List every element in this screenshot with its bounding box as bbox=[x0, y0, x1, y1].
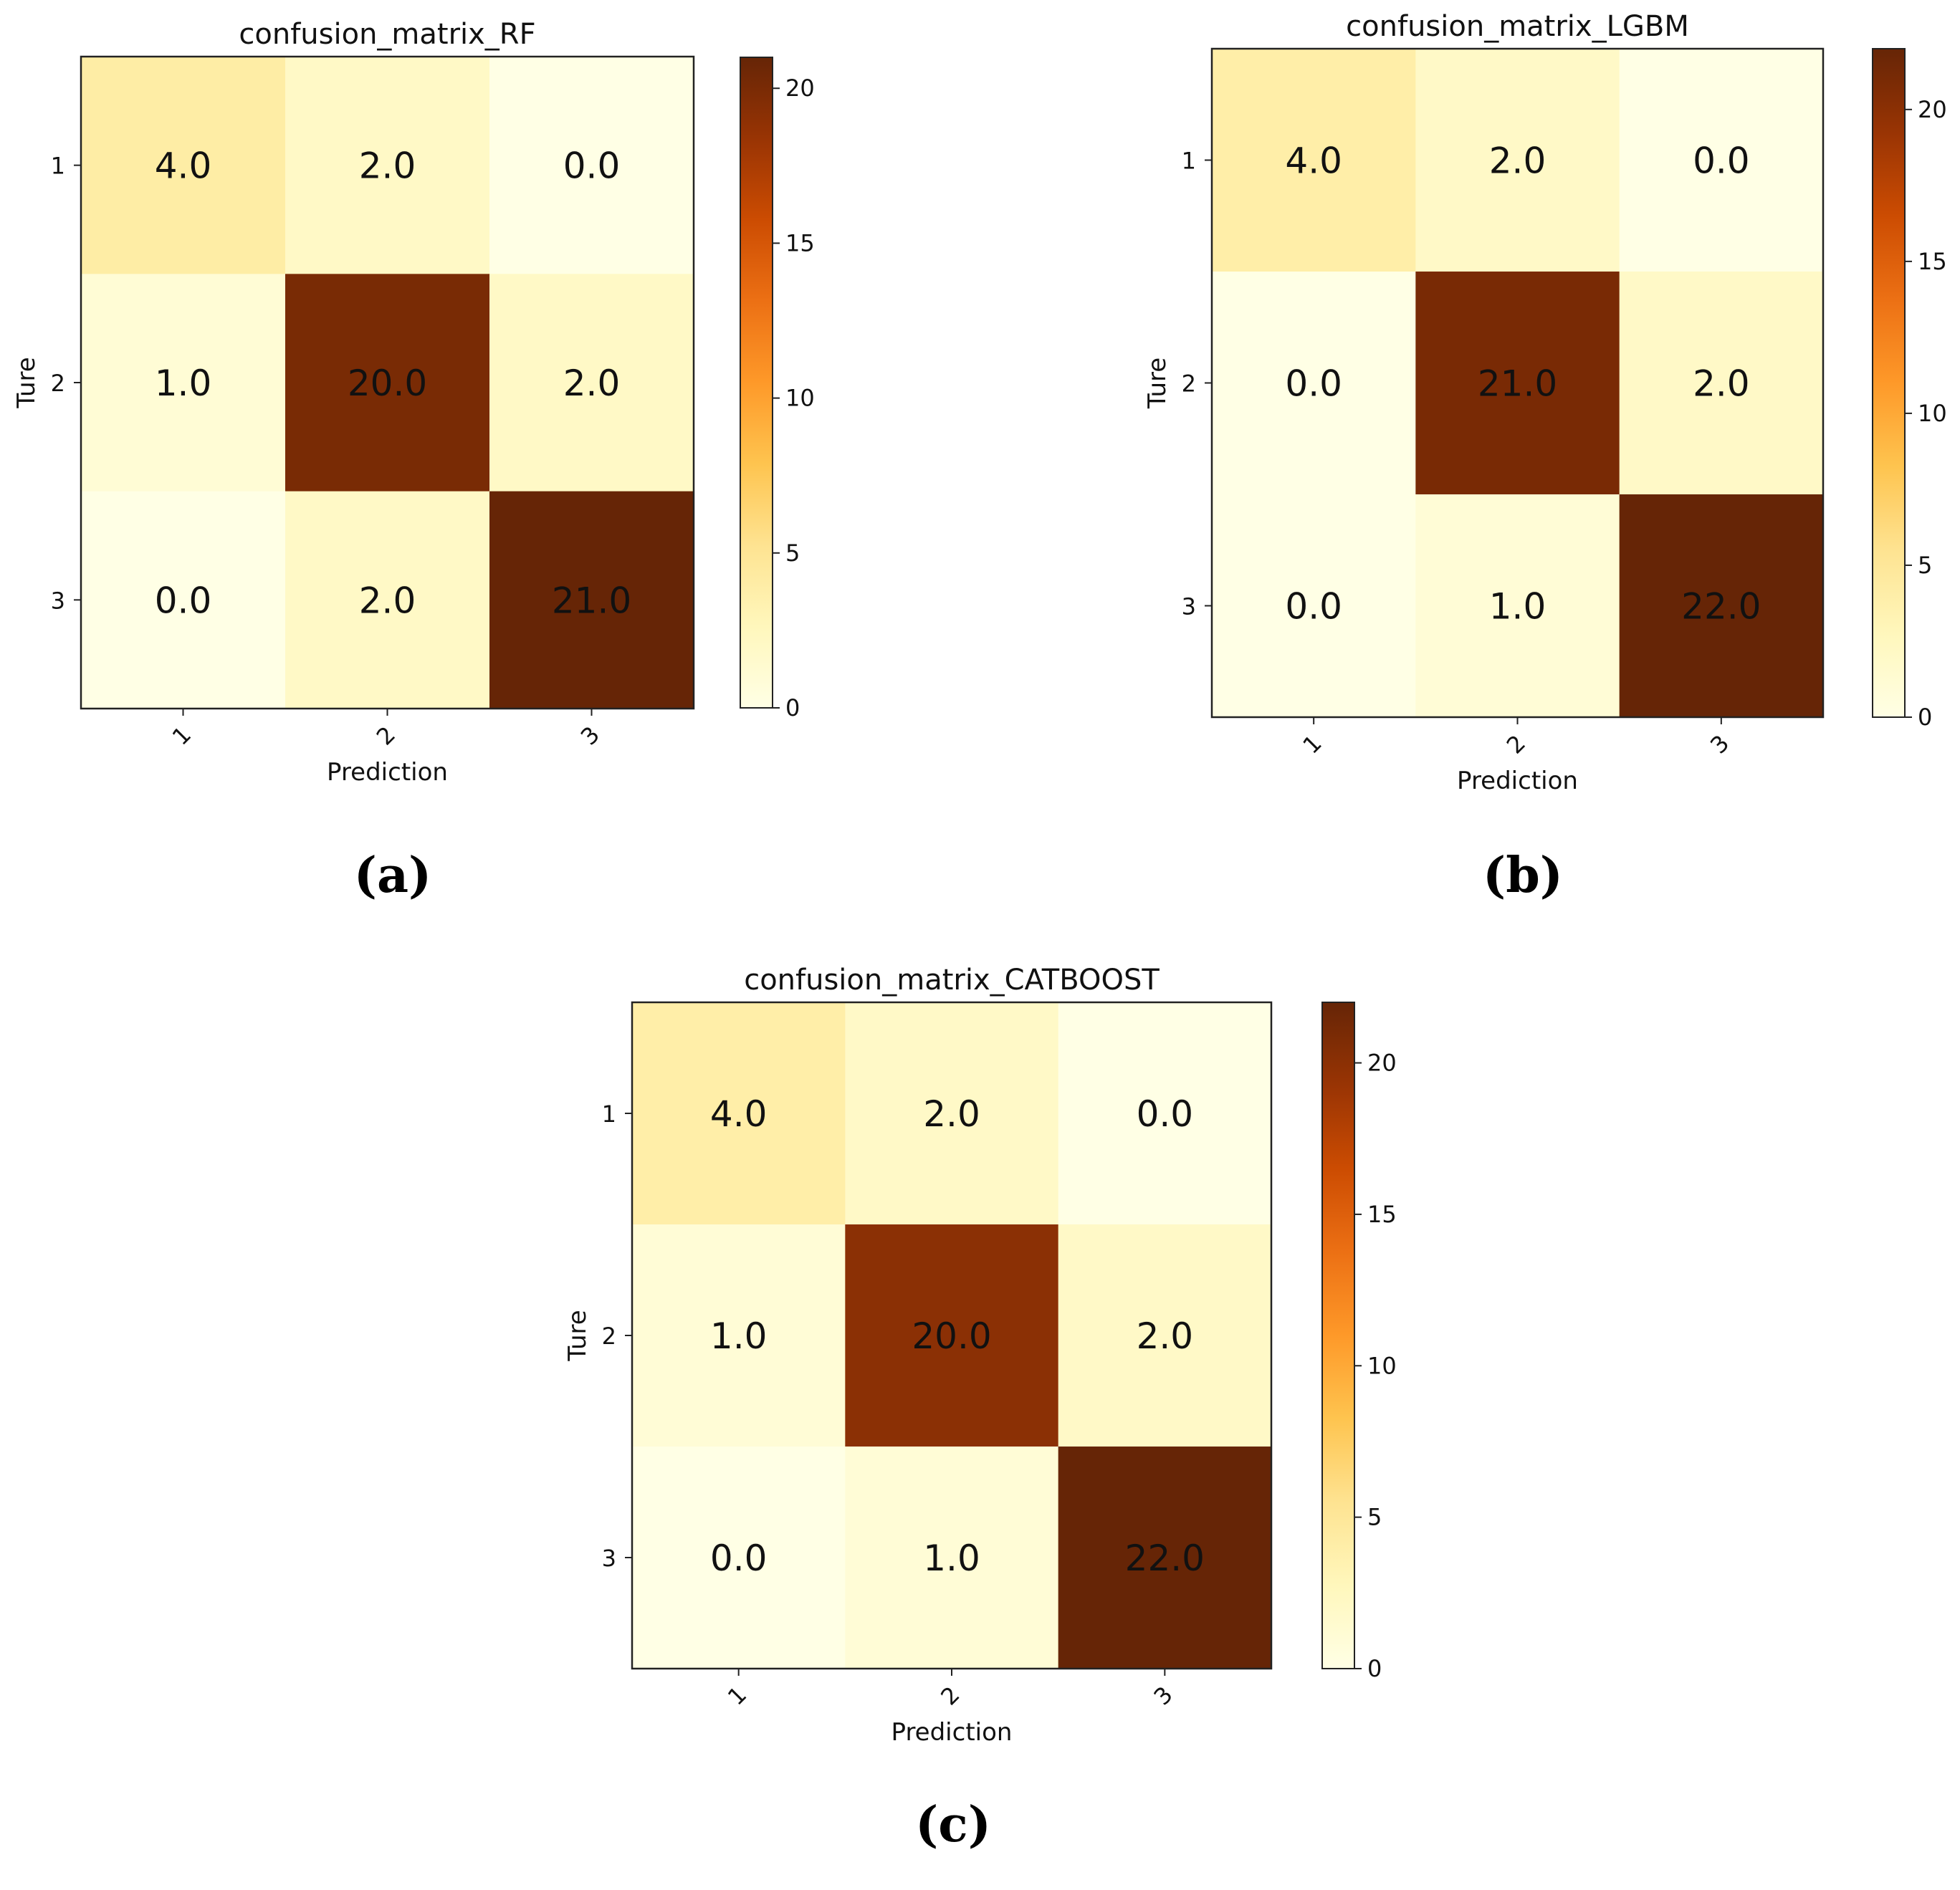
colorbar-tick-label: 20 bbox=[1367, 1050, 1397, 1077]
cell-value-label: 0.0 bbox=[1693, 140, 1750, 182]
cell-value-label: 22.0 bbox=[1681, 586, 1761, 628]
y-axis-label: Ture bbox=[12, 357, 41, 408]
colorbar-tick-label: 15 bbox=[785, 229, 815, 256]
chart-title: confusion_matrix_CATBOOST bbox=[744, 964, 1160, 997]
heatmap-cell bbox=[285, 57, 490, 274]
colorbar-tick-label: 20 bbox=[785, 75, 815, 102]
cell-value-label: 2.0 bbox=[1489, 140, 1547, 182]
colorbar-tick-label: 10 bbox=[1918, 400, 1947, 427]
colorbar-tick-label: 5 bbox=[785, 539, 800, 567]
panel-label: (c) bbox=[915, 1796, 991, 1853]
colorbar bbox=[1872, 48, 1906, 718]
y-tick-label: 2 bbox=[51, 370, 65, 397]
y-tick-label: 1 bbox=[1182, 148, 1196, 175]
heatmap-cell bbox=[1619, 49, 1824, 272]
heatmap-cell bbox=[81, 274, 286, 492]
y-tick-label: 1 bbox=[51, 153, 65, 180]
y-tick-label: 2 bbox=[602, 1323, 616, 1350]
colorbar-tick-label: 15 bbox=[1918, 248, 1947, 275]
y-tick-label: 1 bbox=[602, 1100, 616, 1128]
cell-value-label: 1.0 bbox=[923, 1538, 980, 1579]
chart-title: confusion_matrix_RF bbox=[239, 18, 535, 51]
cell-value-label: 2.0 bbox=[359, 145, 416, 187]
cell-value-label: 20.0 bbox=[912, 1315, 991, 1357]
chart-title: confusion_matrix_LGBM bbox=[1346, 10, 1689, 43]
heatmap-cell bbox=[845, 1447, 1059, 1669]
cell-value-label: 0.0 bbox=[563, 145, 621, 187]
cell-value-label: 4.0 bbox=[1285, 140, 1342, 182]
cell-value-label: 0.0 bbox=[710, 1538, 768, 1579]
heatmap-cell bbox=[845, 1002, 1059, 1225]
colorbar-tick-label: 0 bbox=[1367, 1655, 1382, 1682]
cell-value-label: 2.0 bbox=[923, 1093, 980, 1135]
heatmap-cell bbox=[1415, 494, 1620, 718]
heatmap-cell bbox=[285, 491, 490, 709]
cell-value-label: 1.0 bbox=[710, 1315, 768, 1357]
heatmap-cell bbox=[1619, 494, 1824, 718]
cell-value-label: 4.0 bbox=[155, 145, 212, 187]
cell-value-label: 0.0 bbox=[155, 580, 212, 621]
cell-value-label: 21.0 bbox=[1478, 363, 1557, 405]
cell-value-label: 2.0 bbox=[563, 363, 621, 404]
heatmap-cell bbox=[81, 491, 286, 709]
colorbar bbox=[740, 57, 773, 709]
colorbar-tick-label: 20 bbox=[1918, 96, 1947, 123]
colorbar-tick-label: 10 bbox=[785, 385, 815, 412]
cell-value-label: 0.0 bbox=[1285, 363, 1342, 405]
x-axis-label: Prediction bbox=[327, 758, 448, 787]
heatmap-cell bbox=[1058, 1447, 1272, 1669]
y-tick-label: 3 bbox=[602, 1545, 616, 1572]
cell-value-label: 20.0 bbox=[348, 363, 427, 404]
heatmap-cell bbox=[489, 57, 694, 274]
colorbar bbox=[1321, 1002, 1355, 1669]
heatmap-cell bbox=[81, 57, 286, 274]
cell-value-label: 0.0 bbox=[1137, 1093, 1194, 1135]
y-tick-label: 3 bbox=[51, 587, 65, 614]
colorbar-tick-label: 5 bbox=[1367, 1504, 1382, 1531]
x-axis-label: Prediction bbox=[1457, 767, 1578, 795]
colorbar-tick-label: 15 bbox=[1367, 1201, 1397, 1228]
cell-value-label: 2.0 bbox=[1693, 363, 1750, 405]
cell-value-label: 2.0 bbox=[1137, 1315, 1194, 1357]
heatmap-cell bbox=[845, 1224, 1059, 1447]
heatmap-cell bbox=[1619, 272, 1824, 495]
colorbar-tick-label: 0 bbox=[1918, 704, 1932, 731]
y-axis-label: Ture bbox=[1143, 358, 1172, 409]
cell-value-label: 4.0 bbox=[710, 1093, 768, 1135]
heatmap-cell bbox=[1415, 49, 1620, 272]
heatmap-cell bbox=[1212, 49, 1416, 272]
colorbar-tick-label: 5 bbox=[1918, 552, 1932, 579]
cell-value-label: 1.0 bbox=[1489, 586, 1547, 628]
heatmap-cell bbox=[1415, 272, 1620, 495]
heatmap-cell bbox=[632, 1002, 846, 1225]
cell-value-label: 22.0 bbox=[1125, 1538, 1205, 1579]
heatmap-cell bbox=[1058, 1224, 1272, 1447]
heatmap-cell bbox=[285, 274, 490, 492]
panel-a: confusion_matrix_RF 4.0 2.0 0.0 1.0 20.0 2.0 0.… bbox=[12, 18, 815, 904]
cell-value-label: 1.0 bbox=[155, 363, 212, 404]
heatmap-cell bbox=[489, 491, 694, 709]
colorbar-tick-label: 10 bbox=[1367, 1352, 1397, 1379]
panel-label: (a) bbox=[354, 847, 431, 904]
heatmap-cell bbox=[1058, 1002, 1272, 1225]
heatmap-cell bbox=[489, 274, 694, 492]
heatmap-cell bbox=[1212, 494, 1416, 718]
y-axis-label: Ture bbox=[563, 1310, 592, 1361]
heatmap-cell bbox=[632, 1224, 846, 1447]
y-tick-label: 3 bbox=[1182, 593, 1196, 620]
cell-value-label: 0.0 bbox=[1285, 586, 1342, 628]
cell-value-label: 2.0 bbox=[359, 580, 416, 621]
x-axis-label: Prediction bbox=[891, 1718, 1013, 1747]
colorbar-tick-label: 0 bbox=[785, 694, 800, 721]
y-tick-label: 2 bbox=[1182, 370, 1196, 398]
heatmap-cell bbox=[1212, 272, 1416, 495]
heatmap-cell bbox=[632, 1447, 846, 1669]
cell-value-label: 21.0 bbox=[552, 580, 631, 621]
panel-label: (b) bbox=[1483, 847, 1563, 904]
